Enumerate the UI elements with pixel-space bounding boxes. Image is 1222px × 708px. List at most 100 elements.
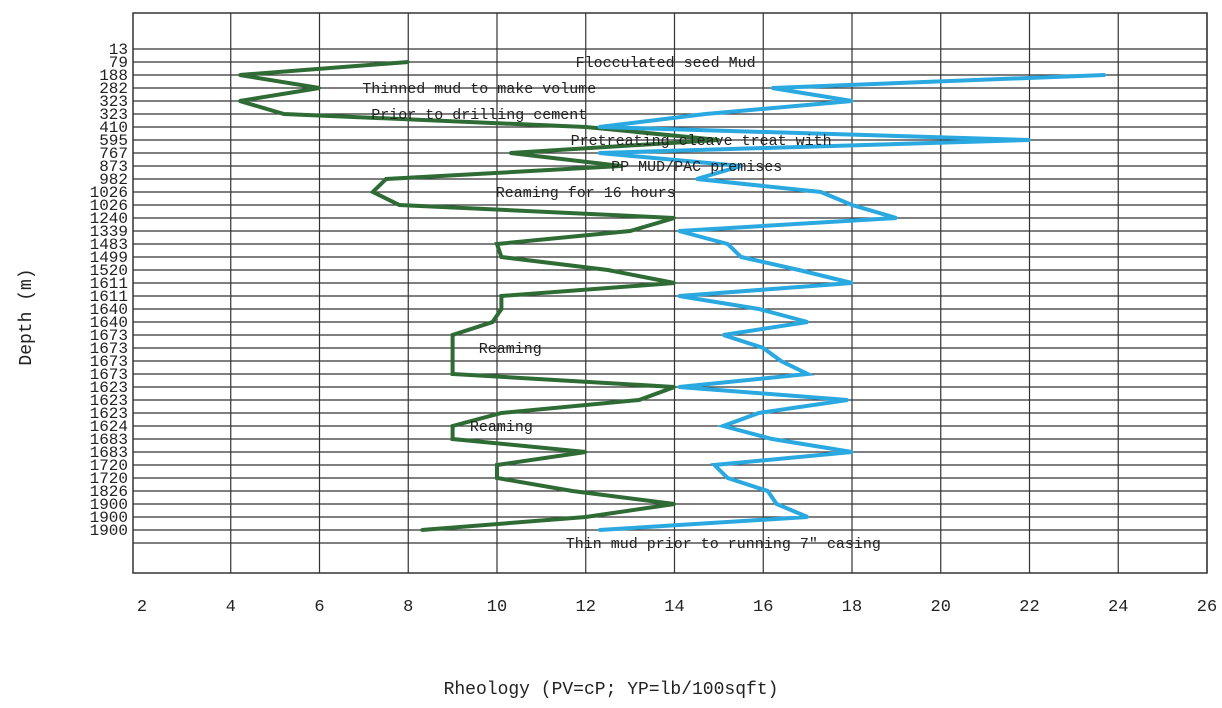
series-1-point-5 (704, 112, 708, 116)
series-1-point-2 (1103, 73, 1107, 77)
y-tick-label-10: 982 (99, 171, 128, 189)
y-tick-label-31: 1683 (90, 444, 128, 462)
series-0-point-27 (637, 398, 641, 402)
series-0-point-34 (570, 489, 574, 493)
series-0-point-35 (673, 502, 676, 506)
series-0-point-4 (238, 99, 242, 103)
y-tick-label-36: 1900 (90, 509, 128, 527)
series-1-point-23 (761, 346, 765, 350)
annotation-2: Prior to drilling cement (371, 107, 587, 124)
series-1-point-22 (721, 333, 725, 337)
y-tick-label-28: 1623 (90, 405, 128, 423)
series-1-point-4 (850, 99, 854, 103)
x-tick-label-1: 4 (226, 598, 236, 617)
y-tick-label-14: 1339 (90, 223, 128, 241)
annotation-8: Thin mud prior to running 7" casing (566, 536, 881, 553)
y-tick-label-16: 1499 (90, 249, 128, 267)
y-tick-label-27: 1623 (90, 392, 128, 410)
y-tick-label-9: 873 (99, 158, 128, 176)
y-tick-label-30: 1683 (90, 431, 128, 449)
x-tick-label-3: 8 (403, 598, 413, 617)
y-tick-label-11: 1026 (90, 184, 128, 202)
series-0-point-8 (508, 151, 512, 155)
series-1-point-35 (775, 502, 779, 506)
series-1-point-15 (726, 242, 730, 246)
y-tick-label-5: 323 (99, 106, 128, 124)
series-0-point-23 (451, 346, 455, 350)
series-1-point-7 (1028, 138, 1031, 142)
series-1-point-11 (819, 190, 823, 194)
y-tick-label-4: 323 (99, 93, 128, 111)
series-0-point-2 (238, 73, 242, 77)
series-0-point-37 (420, 528, 424, 532)
x-tick-label-9: 20 (931, 598, 951, 617)
x-tick-label-0: 2 (137, 598, 147, 617)
y-tick-label-6: 410 (99, 119, 128, 137)
y-tick-label-29: 1624 (90, 418, 128, 436)
y-tick-label-8: 767 (99, 145, 128, 163)
series-1-point-6 (597, 125, 601, 129)
series-1-point-13 (894, 216, 898, 220)
x-tick-label-12: 26 (1197, 598, 1217, 617)
annotation-1: Thinned mud to make volume (362, 81, 596, 98)
y-tick-label-25: 1673 (90, 366, 128, 384)
x-tick-labels: 2 4 6 8 10 12 14 16 18 20 22 24 26 (137, 598, 1217, 617)
series-0-point-14 (628, 229, 632, 233)
series-1-point-27 (846, 398, 850, 402)
y-tick-label-2: 188 (99, 67, 128, 85)
x-tick-label-10: 22 (1019, 598, 1039, 617)
series-1-point-24 (779, 359, 783, 363)
y-tick-label-3: 282 (99, 80, 128, 98)
series-0-point-16 (499, 255, 503, 259)
series-1-point-16 (739, 255, 743, 259)
series-1-point-21 (806, 320, 810, 324)
series-1-point-30 (770, 437, 774, 441)
y-tick-labels: 1379188282323323410595767873982102610261… (90, 41, 128, 540)
x-tick-label-4: 10 (487, 598, 507, 617)
series-0-point-30 (451, 437, 455, 441)
series-0-point-15 (495, 242, 499, 246)
x-tick-label-11: 24 (1108, 598, 1128, 617)
series-0-point-17 (606, 268, 610, 272)
y-tick-label-21: 1640 (90, 314, 128, 332)
x-tick-label-7: 16 (753, 598, 773, 617)
x-tick-label-6: 14 (664, 598, 684, 617)
annotation-6: Reaming (479, 341, 542, 358)
y-tick-label-22: 1673 (90, 327, 128, 345)
annotation-4: PP MUD/PAC premises (611, 159, 782, 176)
y-tick-label-26: 1623 (90, 379, 128, 397)
series-0-point-20 (499, 307, 503, 311)
series-0-point-12 (397, 203, 401, 207)
y-tick-label-0: 13 (109, 41, 128, 59)
y-tick-label-15: 1483 (90, 236, 128, 254)
y-tick-label-18: 1611 (90, 275, 128, 293)
annotation-5: Reaming for 16 hours (496, 185, 676, 202)
series-0-point-13 (673, 216, 676, 220)
series-1-point-17 (797, 268, 801, 272)
series-1-point-36 (806, 515, 810, 519)
series-1-point-20 (757, 307, 761, 311)
x-tick-label-5: 12 (576, 598, 596, 617)
series-0-point-28 (499, 411, 503, 415)
y-tick-label-34: 1826 (90, 483, 128, 501)
annotation-0: Flocculated seed Mud (576, 55, 756, 72)
series-0-point-32 (495, 463, 499, 467)
series-0-point-33 (495, 476, 499, 480)
series-1-point-26 (677, 385, 681, 389)
series-0-point-29 (451, 424, 455, 428)
series-0-point-6 (584, 125, 588, 129)
series-0-point-22 (451, 333, 455, 337)
series-1-point-12 (850, 203, 854, 207)
y-tick-label-13: 1240 (90, 210, 128, 228)
series-0-point-1 (406, 60, 410, 64)
x-tick-label-8: 18 (842, 598, 862, 617)
series-0-point-19 (499, 294, 503, 298)
series-0-point-25 (451, 372, 455, 376)
annotation-7: Reaming (470, 419, 533, 436)
series-1-point-31 (850, 450, 854, 454)
series-0-point-21 (491, 320, 495, 324)
horizontal-gridlines (133, 48, 1207, 544)
x-axis-title: Rheology (PV=cP; YP=lb/100sqft) (443, 680, 779, 700)
series-0-point-18 (673, 281, 676, 285)
